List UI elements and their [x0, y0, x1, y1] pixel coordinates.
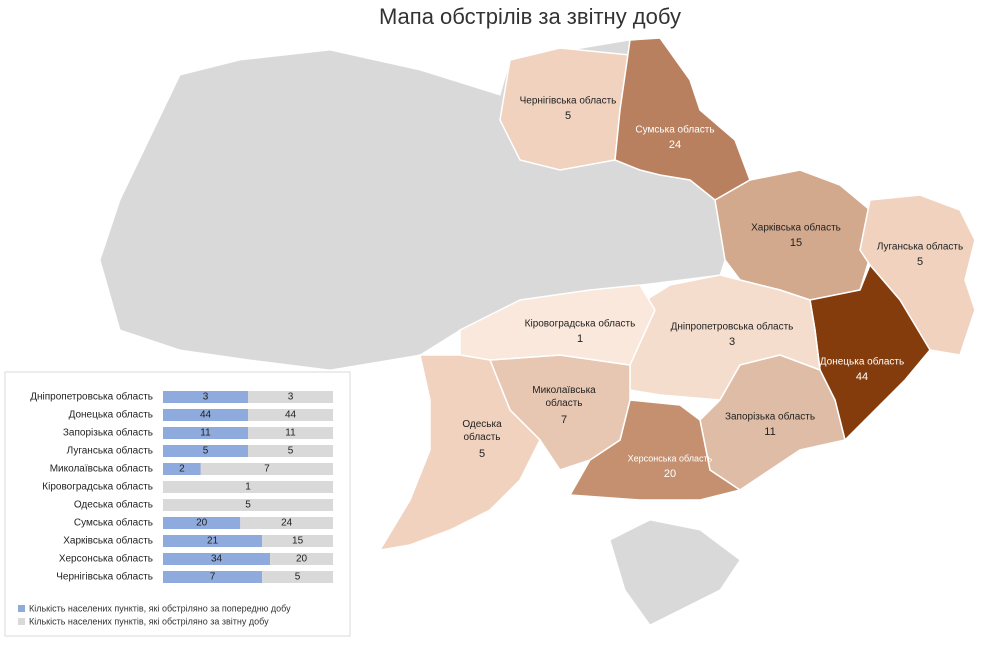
region-name: Одеська область: [462, 419, 502, 443]
bar-value-label: 21: [207, 536, 219, 547]
region-name: Сумська область: [635, 124, 714, 136]
legend-swatch: [18, 618, 25, 625]
bar-value-label: 5: [288, 446, 294, 457]
bar-segment: [163, 391, 248, 403]
region-name: Херсонська область: [628, 453, 713, 463]
region-value: 7: [561, 414, 567, 426]
category-label: Кіровоградська область: [42, 481, 153, 493]
bar-value-label: 1: [245, 482, 251, 493]
bar-segment: [163, 481, 333, 493]
legend-swatch: [18, 605, 25, 612]
region-value: 24: [669, 139, 681, 151]
bar-segment: [163, 553, 271, 565]
category-label: Харківська область: [63, 535, 153, 547]
category-label: Одеська область: [74, 499, 153, 511]
region-value: 5: [565, 110, 571, 122]
crimea: [609, 519, 741, 626]
category-label: Дніпропетровська область: [30, 391, 153, 403]
category-label: Сумська область: [74, 517, 153, 529]
region-value: 3: [729, 336, 735, 348]
bar-value-label: 15: [292, 536, 304, 547]
region-value: 20: [664, 468, 676, 480]
bar-segment: [163, 571, 263, 583]
bar-segment: [240, 517, 333, 529]
category-label: Луганська область: [67, 445, 153, 457]
bar-segment: [163, 499, 333, 511]
region-name: Кіровоградська область: [525, 318, 636, 330]
bar-value-label: 7: [264, 464, 270, 475]
category-label: Донецька область: [69, 409, 153, 421]
region-name: Харківська область: [751, 222, 841, 234]
region-name: Миколаївська область: [532, 385, 596, 409]
bar-value-label: 5: [295, 572, 301, 583]
bar-value-label: 44: [285, 410, 297, 421]
bar-value-label: 7: [210, 572, 216, 583]
region-name: Донецька область: [820, 356, 904, 368]
category-label: Чернігівська область: [56, 571, 153, 583]
region: [629, 274, 821, 401]
bar-value-label: 3: [288, 392, 294, 403]
bar-segment: [248, 391, 333, 403]
region-name: Чернігівська область: [520, 95, 617, 107]
region-value: 11: [764, 426, 775, 438]
bar-value-label: 5: [203, 446, 209, 457]
region: [859, 194, 976, 356]
bar-segment: [248, 409, 333, 421]
bar-segment: [262, 535, 333, 547]
bar-value-label: 24: [281, 518, 293, 529]
category-label: Херсонська область: [59, 553, 153, 565]
legend-label: Кількість населених пунктів, які обстріл…: [29, 616, 269, 626]
bar-value-label: 3: [203, 392, 209, 403]
bar-segment: [262, 571, 333, 583]
bar-value-label: 11: [200, 428, 211, 439]
bar-segment: [163, 427, 248, 439]
bar-value-label: 34: [211, 554, 223, 565]
category-label: Запорізька область: [63, 427, 153, 439]
region-value: 44: [856, 371, 868, 383]
bar-value-label: 20: [296, 554, 308, 565]
bar-segment: [248, 427, 333, 439]
bar-segment: [163, 409, 248, 421]
region-value: 1: [577, 333, 583, 345]
legend-label: Кількість населених пунктів, які обстріл…: [29, 603, 291, 613]
region: [378, 354, 541, 552]
bar-segment: [270, 553, 333, 565]
region-name: Запорізька область: [725, 411, 815, 423]
bar-value-label: 44: [200, 410, 212, 421]
map-title: Мапа обстрілів за звітну добу: [379, 4, 681, 29]
bar-segment: [163, 463, 201, 475]
bar-value-label: 2: [179, 464, 185, 475]
region-value: 5: [917, 256, 923, 268]
bar-value-label: 11: [285, 428, 296, 439]
region: [699, 354, 846, 491]
bar-segment: [163, 445, 248, 457]
region-value: 15: [790, 237, 802, 249]
bar-value-label: 5: [245, 500, 251, 511]
bar-segment: [200, 463, 333, 475]
region-name: Луганська область: [877, 241, 963, 253]
bar-segment: [163, 535, 263, 547]
bar-segment: [163, 517, 241, 529]
bar-segment: [248, 445, 333, 457]
category-label: Миколаївська область: [50, 463, 153, 475]
region-value: 5: [479, 448, 485, 460]
bar-value-label: 20: [196, 518, 208, 529]
region-name: Дніпропетровська область: [671, 321, 794, 333]
